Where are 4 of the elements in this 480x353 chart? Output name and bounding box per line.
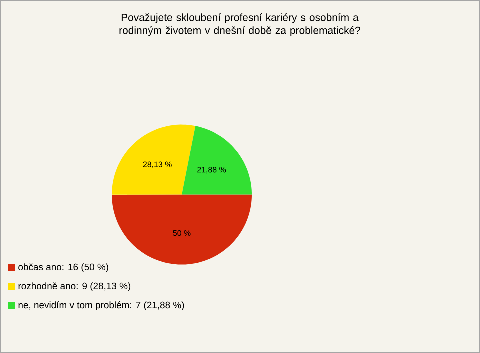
chart-title: Považujete skloubení profesní kariéry s osobním a rodinným životem v dnešní době za problematické?: [120, 14, 360, 36]
legend-label: rozhodně ano: 9 (28,13 %): [18, 282, 131, 292]
legend-label: občas ano: 16 (50 %): [18, 264, 108, 272]
legend-label: ne, nevidím v tom problém: 7 (21,88 %): [18, 302, 184, 310]
